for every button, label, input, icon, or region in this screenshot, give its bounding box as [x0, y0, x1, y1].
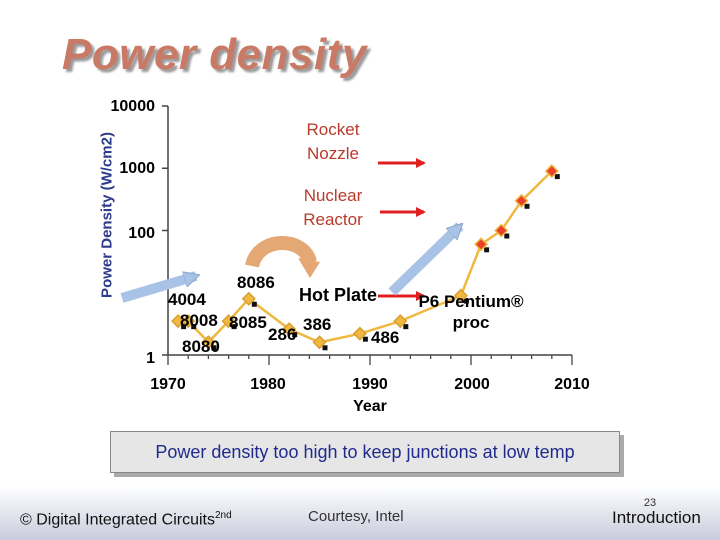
copyright-text: © Digital Integrated Circuits2nd: [20, 510, 232, 529]
data-point: [241, 291, 256, 306]
x-tick-label: 1980: [250, 376, 286, 393]
courtesy-text: Courtesy, Intel: [308, 508, 404, 525]
callout-banner: Power density too high to keep junctions…: [110, 431, 620, 473]
y-tick-label: 10000: [110, 98, 156, 115]
copyright-prefix: © Digital Integrated Circuits: [20, 511, 215, 529]
edition-superscript: 2nd: [214, 510, 232, 521]
point-shadow: [362, 336, 368, 342]
trend-arrow-late: [388, 222, 460, 296]
series-markers: [171, 164, 560, 351]
data-point: [171, 314, 186, 329]
x-tick-label: 1970: [150, 376, 186, 393]
point-shadow: [181, 324, 187, 330]
data-point: [453, 288, 468, 303]
chart-axes: [162, 105, 573, 365]
data-point: [514, 193, 529, 208]
data-point: [474, 237, 489, 252]
data-label-386: 386: [303, 315, 332, 334]
curved-arrow-head: [298, 258, 320, 278]
data-label-4004: 4004: [168, 290, 206, 309]
point-shadow: [292, 332, 298, 338]
data-point: [181, 314, 196, 329]
point-shadow: [251, 301, 257, 307]
trend-arrow-early: [120, 276, 196, 303]
section-title: Introduction: [612, 508, 701, 527]
data-point: [201, 335, 216, 350]
data-point: [282, 322, 297, 337]
point-shadow: [524, 203, 530, 209]
data-label-8085: 8085: [229, 313, 267, 332]
page-number: 23: [643, 497, 657, 509]
point-shadow: [484, 247, 490, 253]
data-point: [494, 223, 509, 238]
point-shadow: [191, 324, 197, 330]
data-point: [544, 164, 559, 179]
curved-arrow-body: [245, 236, 317, 269]
data-label-8008: 8008: [180, 311, 218, 330]
footer-bar: [0, 486, 720, 540]
chart-arrows: [120, 158, 460, 303]
data-point: [393, 314, 408, 329]
data-label-486: 486: [371, 328, 400, 347]
point-shadow: [504, 233, 510, 239]
data-point: [221, 314, 236, 329]
data-label-p6: P6 Pentium® proc: [418, 292, 524, 333]
hot-plate-label: Hot Plate: [299, 285, 378, 305]
y-tick-label: 1000: [119, 160, 155, 177]
point-shadow: [231, 324, 237, 330]
point-shadow: [211, 345, 217, 351]
point-shadow: [554, 174, 560, 180]
data-point: [352, 326, 367, 341]
y-tick-label: 1: [146, 350, 155, 367]
x-axis-label: Year: [353, 398, 387, 415]
y-axis-label: Power Density (W/cm2): [98, 132, 116, 298]
x-tick-label: 2010: [554, 376, 590, 393]
x-tick-label: 2000: [454, 376, 490, 393]
point-shadow: [403, 324, 409, 330]
data-point: [312, 335, 327, 350]
data-label-286: 286: [268, 325, 297, 344]
x-tick-label: 1990: [352, 376, 388, 393]
rocket-nozzle-label: Rocket Nozzle: [306, 120, 360, 163]
slide-title: Power density: [62, 30, 367, 79]
data-label-8086: 8086: [237, 273, 275, 292]
y-tick-label: 100: [128, 225, 155, 242]
point-shadow: [322, 345, 328, 351]
data-label-8080: 8080: [182, 337, 220, 356]
nuclear-reactor-label: Nuclear Reactor: [303, 186, 363, 229]
point-shadow: [463, 298, 469, 304]
